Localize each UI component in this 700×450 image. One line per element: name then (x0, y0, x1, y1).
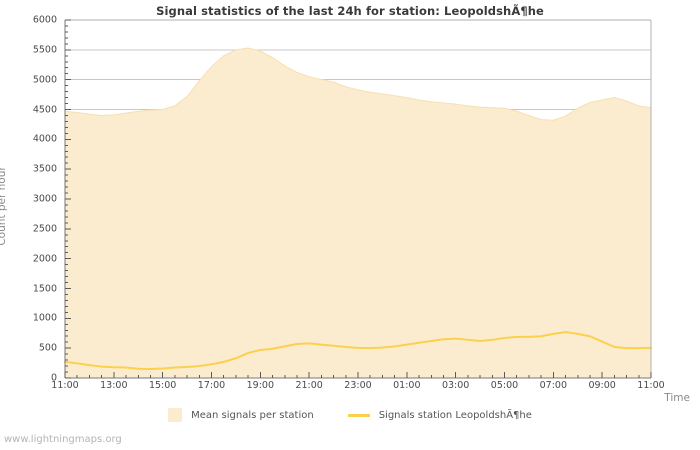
x-tick-label: 15:00 (148, 380, 177, 391)
legend-label-station-signals: Signals station LeopoldshÃ¶he (378, 409, 532, 421)
x-tick-label: 11:00 (51, 380, 79, 391)
x-tick-label: 03:00 (441, 380, 470, 391)
y-tick-label: 4500 (32, 104, 57, 115)
site-watermark: www.lightningmaps.org (4, 434, 122, 445)
y-tick-label: 500 (38, 342, 57, 354)
x-tick-label: 17:00 (197, 380, 226, 391)
x-axis-label: Time (664, 392, 690, 404)
chart-legend: Mean signals per station Signals station… (0, 408, 700, 422)
x-tick-label: 07:00 (539, 380, 568, 391)
x-tick-label: 21:00 (295, 380, 323, 391)
y-tick-label: 5500 (32, 44, 57, 56)
legend-item-mean-signals: Mean signals per station (168, 408, 314, 422)
x-tick-label: 01:00 (393, 380, 421, 391)
x-tick-label: 09:00 (588, 380, 616, 391)
legend-line-swatch-icon (347, 413, 370, 417)
y-tick-label: 6000 (32, 14, 57, 26)
chart-title: Signal statistics of the last 24h for st… (156, 4, 544, 18)
y-tick-label: 3500 (32, 163, 57, 175)
y-tick-label: 1500 (32, 283, 57, 294)
legend-area-swatch-icon (168, 408, 183, 422)
x-tick-label: 23:00 (344, 380, 372, 391)
y-tick-label: 3000 (32, 193, 57, 205)
y-tick-label: 4000 (32, 133, 57, 145)
y-tick-label: 5000 (32, 74, 57, 86)
legend-item-station-signals: Signals station LeopoldshÃ¶he (347, 409, 532, 421)
legend-label-mean-signals: Mean signals per station (191, 409, 314, 421)
y-tick-label: 1000 (32, 312, 57, 324)
x-tick-label: 05:00 (490, 380, 519, 391)
x-tick-label: 11:00 (637, 380, 665, 391)
y-tick-label: 2500 (32, 223, 57, 235)
x-tick-label: 19:00 (246, 380, 275, 391)
y-tick-label: 0 (50, 372, 57, 384)
x-tick-label: 13:00 (100, 380, 128, 391)
y-tick-label: 2000 (32, 253, 57, 265)
